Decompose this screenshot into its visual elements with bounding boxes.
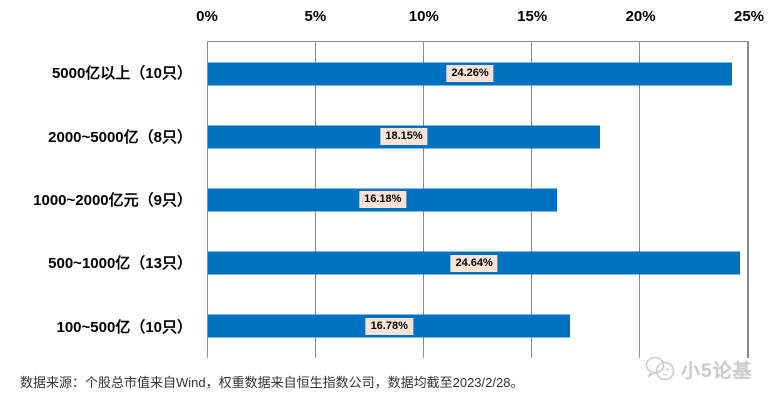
x-axis-tick-label: 5% xyxy=(304,8,327,25)
bar: 24.26% xyxy=(208,62,733,86)
bar-value-label: 16.18% xyxy=(359,191,407,209)
x-axis-tick-label: 0% xyxy=(196,8,218,25)
bar-value-label: 24.64% xyxy=(450,254,498,272)
mascot-icon xyxy=(645,355,677,383)
x-axis-tick-label: 15% xyxy=(517,8,548,25)
bar-rows: 24.26% 18.15% 16.18% 24.64% 16.78% xyxy=(208,42,748,358)
bar: 16.78% xyxy=(208,314,571,338)
plot-area: 24.26% 18.15% 16.18% 24.64% 16.78% xyxy=(207,41,749,358)
category-label: 500~1000亿（13只） xyxy=(48,255,192,273)
chart-row: 16.18% xyxy=(208,168,748,231)
bar-value-label: 18.15% xyxy=(380,128,428,146)
category-label: 5000亿以上（10只） xyxy=(51,65,192,83)
chart-row: 24.64% xyxy=(208,232,748,295)
chart-row: 18.15% xyxy=(208,105,748,168)
category-label: 2000~5000亿（8只） xyxy=(48,128,192,146)
source-note: 数据来源：个股总市值来自Wind，权重数据来自恒生指数公司，数据均截至2023/… xyxy=(20,375,524,390)
watermark-text: 小5论基 xyxy=(681,360,753,382)
chart-row: 16.78% xyxy=(208,295,748,358)
x-axis-tick-label: 25% xyxy=(733,8,765,25)
gridline xyxy=(639,42,640,358)
y-axis-labels: 5000亿以上（10只） 2000~5000亿（8只） 1000~2000亿元（9只… xyxy=(0,41,192,358)
gridline xyxy=(747,42,748,358)
chart-row: 24.26% xyxy=(208,42,748,105)
category-label: 1000~2000亿元（9只） xyxy=(33,191,192,209)
x-axis-tick-label: 20% xyxy=(625,8,656,25)
x-axis: 0% 5% 10% 15% 20% 25% xyxy=(196,8,764,32)
category-label: 100~500亿（10只） xyxy=(56,318,193,336)
bar: 24.64% xyxy=(208,251,741,275)
x-axis-tick-label: 10% xyxy=(408,8,439,25)
bar-value-label: 24.26% xyxy=(446,65,494,83)
bar: 18.15% xyxy=(208,125,601,149)
bar-value-label: 16.78% xyxy=(365,317,413,335)
bar: 16.18% xyxy=(208,188,558,212)
watermark: 小5论基 xyxy=(645,355,753,383)
